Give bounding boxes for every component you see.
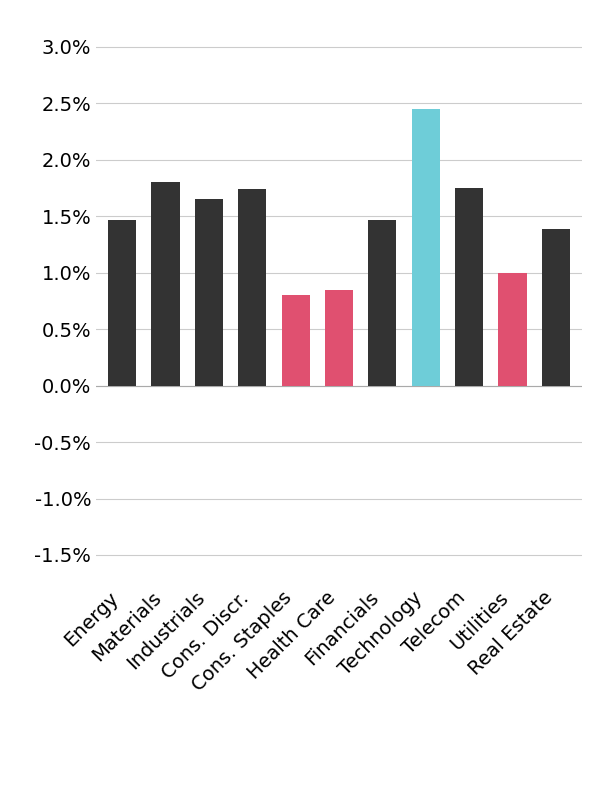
Bar [325, 290, 353, 386]
Bar [238, 190, 266, 386]
Bar [108, 220, 136, 386]
Bar [542, 228, 570, 386]
Bar [281, 296, 310, 386]
Bar [368, 220, 397, 386]
Bar [151, 182, 179, 386]
Bar [455, 188, 483, 386]
Bar [499, 273, 527, 386]
Bar [195, 199, 223, 386]
Bar [412, 109, 440, 386]
